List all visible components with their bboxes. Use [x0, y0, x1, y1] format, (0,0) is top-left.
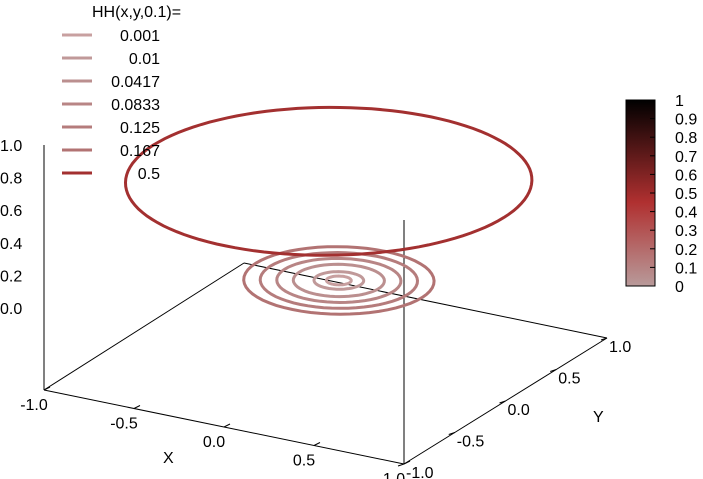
legend-label: 0.5	[138, 166, 160, 183]
contour-0.0833	[275, 256, 403, 305]
contour-0.5	[123, 105, 534, 257]
z-tick-label: 0.0	[0, 301, 22, 318]
contour-0.0417	[291, 262, 386, 299]
axis-ticks: -1.0-0.50.00.51.0-1.0-0.50.00.51.01.00.8…	[0, 138, 631, 479]
colorbar: 1 0.90.8 0.70.6 0.5 0.40.3 0.20.1 0	[625, 93, 697, 296]
legend-label: 0.0833	[111, 97, 160, 114]
colorbar-tick-label: 0.4	[675, 205, 697, 222]
colorbar-tick-label: 0	[675, 279, 684, 296]
colorbar-tick-label: 0.9	[675, 112, 697, 129]
y-tick-label: 1.0	[609, 339, 631, 356]
x-tick-mark	[403, 460, 411, 465]
z-tick-label: 1.0	[0, 138, 22, 155]
x-tick-label: 0.5	[293, 453, 315, 470]
y-axis-label: Y	[593, 409, 604, 426]
colorbar-tick-label: 1	[675, 93, 684, 110]
y-tick-mark	[448, 432, 455, 435]
x-tick-label: 0.0	[203, 434, 225, 451]
contour-0.01	[312, 270, 366, 291]
x-axis-label: X	[163, 450, 174, 467]
contour-lines	[123, 105, 534, 316]
legend-label: 0.01	[129, 51, 160, 68]
contour-0.167	[242, 245, 436, 316]
x-tick-mark	[313, 442, 321, 446]
colorbar-tick-label: 0.1	[675, 260, 697, 277]
contour-0.001	[324, 274, 353, 287]
z-tick-label: 0.4	[0, 236, 22, 253]
x-tick-label: 1.0	[383, 471, 405, 479]
colorbar-tick-label: 0.7	[675, 149, 697, 166]
x-tick-mark	[223, 423, 231, 428]
legend-title: HH(x,y,0.1)=	[92, 4, 181, 21]
x-tick-label: -1.0	[20, 397, 48, 414]
legend-label: 0.167	[120, 143, 160, 160]
legend-label: 0.0417	[111, 74, 160, 91]
y-tick-label: -1.0	[406, 465, 434, 479]
y-tick-mark	[397, 463, 405, 467]
x-tick-mark	[43, 386, 51, 391]
contour-0.125	[258, 250, 420, 310]
back-right-edge	[243, 262, 608, 339]
back-left-edge	[43, 262, 245, 391]
y-tick-label: 0.5	[558, 371, 580, 388]
x-tick-label: -0.5	[110, 416, 138, 433]
z-tick-label: 0.6	[0, 203, 22, 220]
y-tick-mark	[499, 400, 506, 404]
legend-label: 0.125	[120, 120, 160, 137]
y-tick-label: 0.0	[508, 402, 530, 419]
z-tick-label: 0.2	[0, 268, 22, 285]
z-tick-label: 0.8	[0, 171, 22, 188]
colorbar-tick-label: 0.3	[675, 223, 697, 240]
legend-label: 0.001	[120, 28, 160, 45]
x-tick-mark	[133, 405, 141, 409]
colorbar-tick-label: 0.8	[675, 130, 697, 147]
y-tick-mark	[550, 369, 557, 372]
y-tick-label: -0.5	[457, 434, 485, 451]
colorbar-tick-label: 0.5	[675, 186, 697, 203]
legend: 0.001 0.01 0.0417 0.0833 0.125 0.167 0.5	[62, 28, 160, 183]
colorbar-tick-label: 0.2	[675, 242, 697, 259]
colorbar-tick-label: 0.6	[675, 167, 697, 184]
y-tick-mark	[600, 337, 608, 341]
